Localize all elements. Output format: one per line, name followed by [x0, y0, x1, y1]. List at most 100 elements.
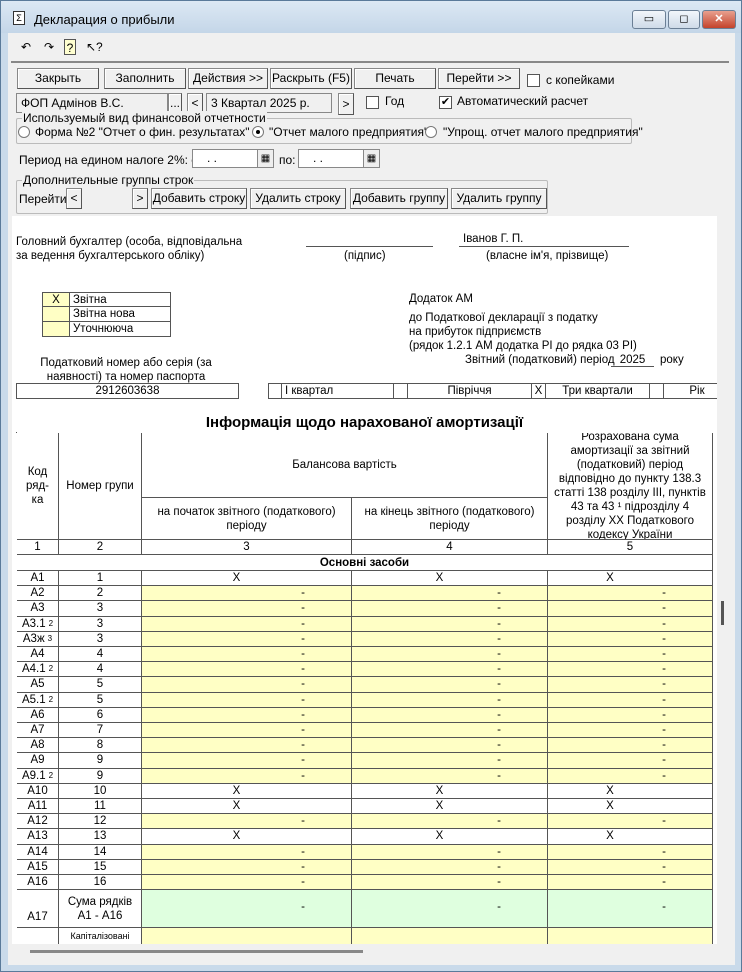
delete-row-button[interactable]: Удалить строку	[250, 188, 346, 209]
radio-simplified[interactable]	[425, 126, 437, 138]
row-value[interactable]: -	[352, 647, 548, 663]
auto-calc-checkbox[interactable]: ✔	[439, 96, 452, 109]
calendar-icon[interactable]: ▦	[363, 150, 379, 167]
report-type-mark[interactable]: X	[42, 292, 70, 307]
minimize-button[interactable]: ▭	[632, 10, 666, 29]
row-value[interactable]: -	[142, 616, 352, 632]
row-value[interactable]: -	[352, 677, 548, 693]
row-value[interactable]: -	[548, 707, 713, 723]
vertical-scrollbar-thumb[interactable]	[721, 601, 724, 625]
report-year[interactable]: 2025	[611, 354, 654, 367]
delete-group-button[interactable]: Удалить группу	[451, 188, 547, 209]
row-value[interactable]: -	[142, 677, 352, 693]
row-value[interactable]: -	[548, 768, 713, 784]
report-type-mark[interactable]	[42, 322, 70, 337]
row-value[interactable]: -	[142, 859, 352, 875]
row-value[interactable]: -	[142, 814, 352, 830]
row-value[interactable]: -	[352, 707, 548, 723]
row-value[interactable]: -	[142, 723, 352, 739]
extra-prev-button[interactable]: <	[66, 188, 82, 209]
row-value[interactable]: -	[548, 601, 713, 617]
quarter-mark[interactable]	[650, 383, 664, 399]
row-value[interactable]: -	[548, 814, 713, 830]
period-prev-button[interactable]: <	[187, 93, 203, 113]
org-browse-button[interactable]: ...	[168, 93, 182, 113]
horizontal-scrollbar-thumb[interactable]	[30, 950, 363, 953]
row-value[interactable]: -	[352, 738, 548, 754]
row-value[interactable]: -	[142, 738, 352, 754]
undo-icon[interactable]: ↶	[20, 40, 32, 54]
quarter-mark[interactable]	[268, 383, 282, 399]
row-value[interactable]: -	[142, 662, 352, 678]
period-next-button[interactable]: >	[338, 93, 354, 115]
row-value[interactable]: -	[548, 647, 713, 663]
row-value[interactable]: -	[352, 859, 548, 875]
row-value[interactable]: -	[548, 692, 713, 708]
row-value[interactable]: -	[352, 601, 548, 617]
single-tax-from-field[interactable]: . . ▦	[192, 149, 274, 168]
row-value[interactable]: -	[142, 692, 352, 708]
row-value[interactable]: -	[142, 753, 352, 769]
close-window-button[interactable]: ✕	[702, 10, 736, 29]
row-value[interactable]: -	[548, 616, 713, 632]
row-value[interactable]: -	[352, 814, 548, 830]
row-value[interactable]: -	[142, 601, 352, 617]
row-value[interactable]: -	[142, 647, 352, 663]
row-value[interactable]: -	[548, 844, 713, 860]
row-value[interactable]: -	[548, 723, 713, 739]
row-value[interactable]: -	[352, 768, 548, 784]
row-value[interactable]: -	[142, 631, 352, 647]
row-value[interactable]: -	[548, 677, 713, 693]
period-field[interactable]: 3 Квартал 2025 р.	[206, 93, 332, 113]
context-help-icon[interactable]: ↖?	[86, 40, 103, 54]
row-value[interactable]: -	[352, 692, 548, 708]
cap-row-value[interactable]	[548, 928, 713, 944]
row-value[interactable]: -	[142, 586, 352, 602]
help-icon[interactable]: ?	[64, 39, 76, 55]
row-value[interactable]: -	[352, 631, 548, 647]
row-value[interactable]: -	[142, 768, 352, 784]
row-value[interactable]: -	[548, 875, 713, 891]
close-button[interactable]: Закрыть	[17, 68, 99, 89]
extra-next-button[interactable]: >	[132, 188, 148, 209]
row-value[interactable]: -	[352, 875, 548, 891]
radio-small-enterprise[interactable]	[252, 126, 264, 138]
row-value[interactable]: -	[352, 753, 548, 769]
row-value[interactable]: -	[548, 586, 713, 602]
goto-button[interactable]: Перейти >>	[438, 68, 520, 89]
print-button[interactable]: Печать	[354, 68, 436, 89]
row-value[interactable]: -	[142, 875, 352, 891]
org-field[interactable]: ФОП Адмінов В.С.	[16, 93, 168, 113]
row-value[interactable]: -	[548, 662, 713, 678]
row-value[interactable]: -	[548, 859, 713, 875]
row-value[interactable]: -	[548, 738, 713, 754]
accountant-name[interactable]: Іванов Г. П.	[463, 233, 524, 245]
actions-button[interactable]: Действия >>	[188, 68, 268, 89]
row-value[interactable]: -	[548, 753, 713, 769]
single-tax-to-field[interactable]: . . ▦	[298, 149, 380, 168]
add-group-button[interactable]: Добавить группу	[350, 188, 448, 209]
year-checkbox[interactable]	[366, 96, 379, 109]
row-value[interactable]: -	[142, 844, 352, 860]
row-value[interactable]: -	[352, 616, 548, 632]
cap-row-value[interactable]	[142, 928, 352, 944]
redo-icon[interactable]: ↷	[43, 40, 55, 54]
maximize-button[interactable]: ◻	[668, 10, 700, 29]
add-row-button[interactable]: Добавить строку	[151, 188, 247, 209]
row-value[interactable]: -	[548, 631, 713, 647]
row-value[interactable]: -	[352, 662, 548, 678]
row-value[interactable]: -	[352, 586, 548, 602]
calendar-icon[interactable]: ▦	[257, 150, 273, 167]
report-type-mark[interactable]	[42, 307, 70, 322]
expand-button[interactable]: Раскрыть (F5)	[270, 68, 352, 89]
quarter-mark[interactable]: X	[532, 383, 546, 399]
fill-button[interactable]: Заполнить	[104, 68, 186, 89]
quarter-mark[interactable]	[394, 383, 408, 399]
kopecks-checkbox[interactable]	[527, 74, 540, 87]
row-value[interactable]: -	[142, 707, 352, 723]
row-value[interactable]: -	[352, 723, 548, 739]
cap-row-value[interactable]	[352, 928, 548, 944]
radio-form2[interactable]	[18, 126, 30, 138]
tax-id-field[interactable]: 2912603638	[16, 383, 239, 399]
row-value[interactable]: -	[352, 844, 548, 860]
